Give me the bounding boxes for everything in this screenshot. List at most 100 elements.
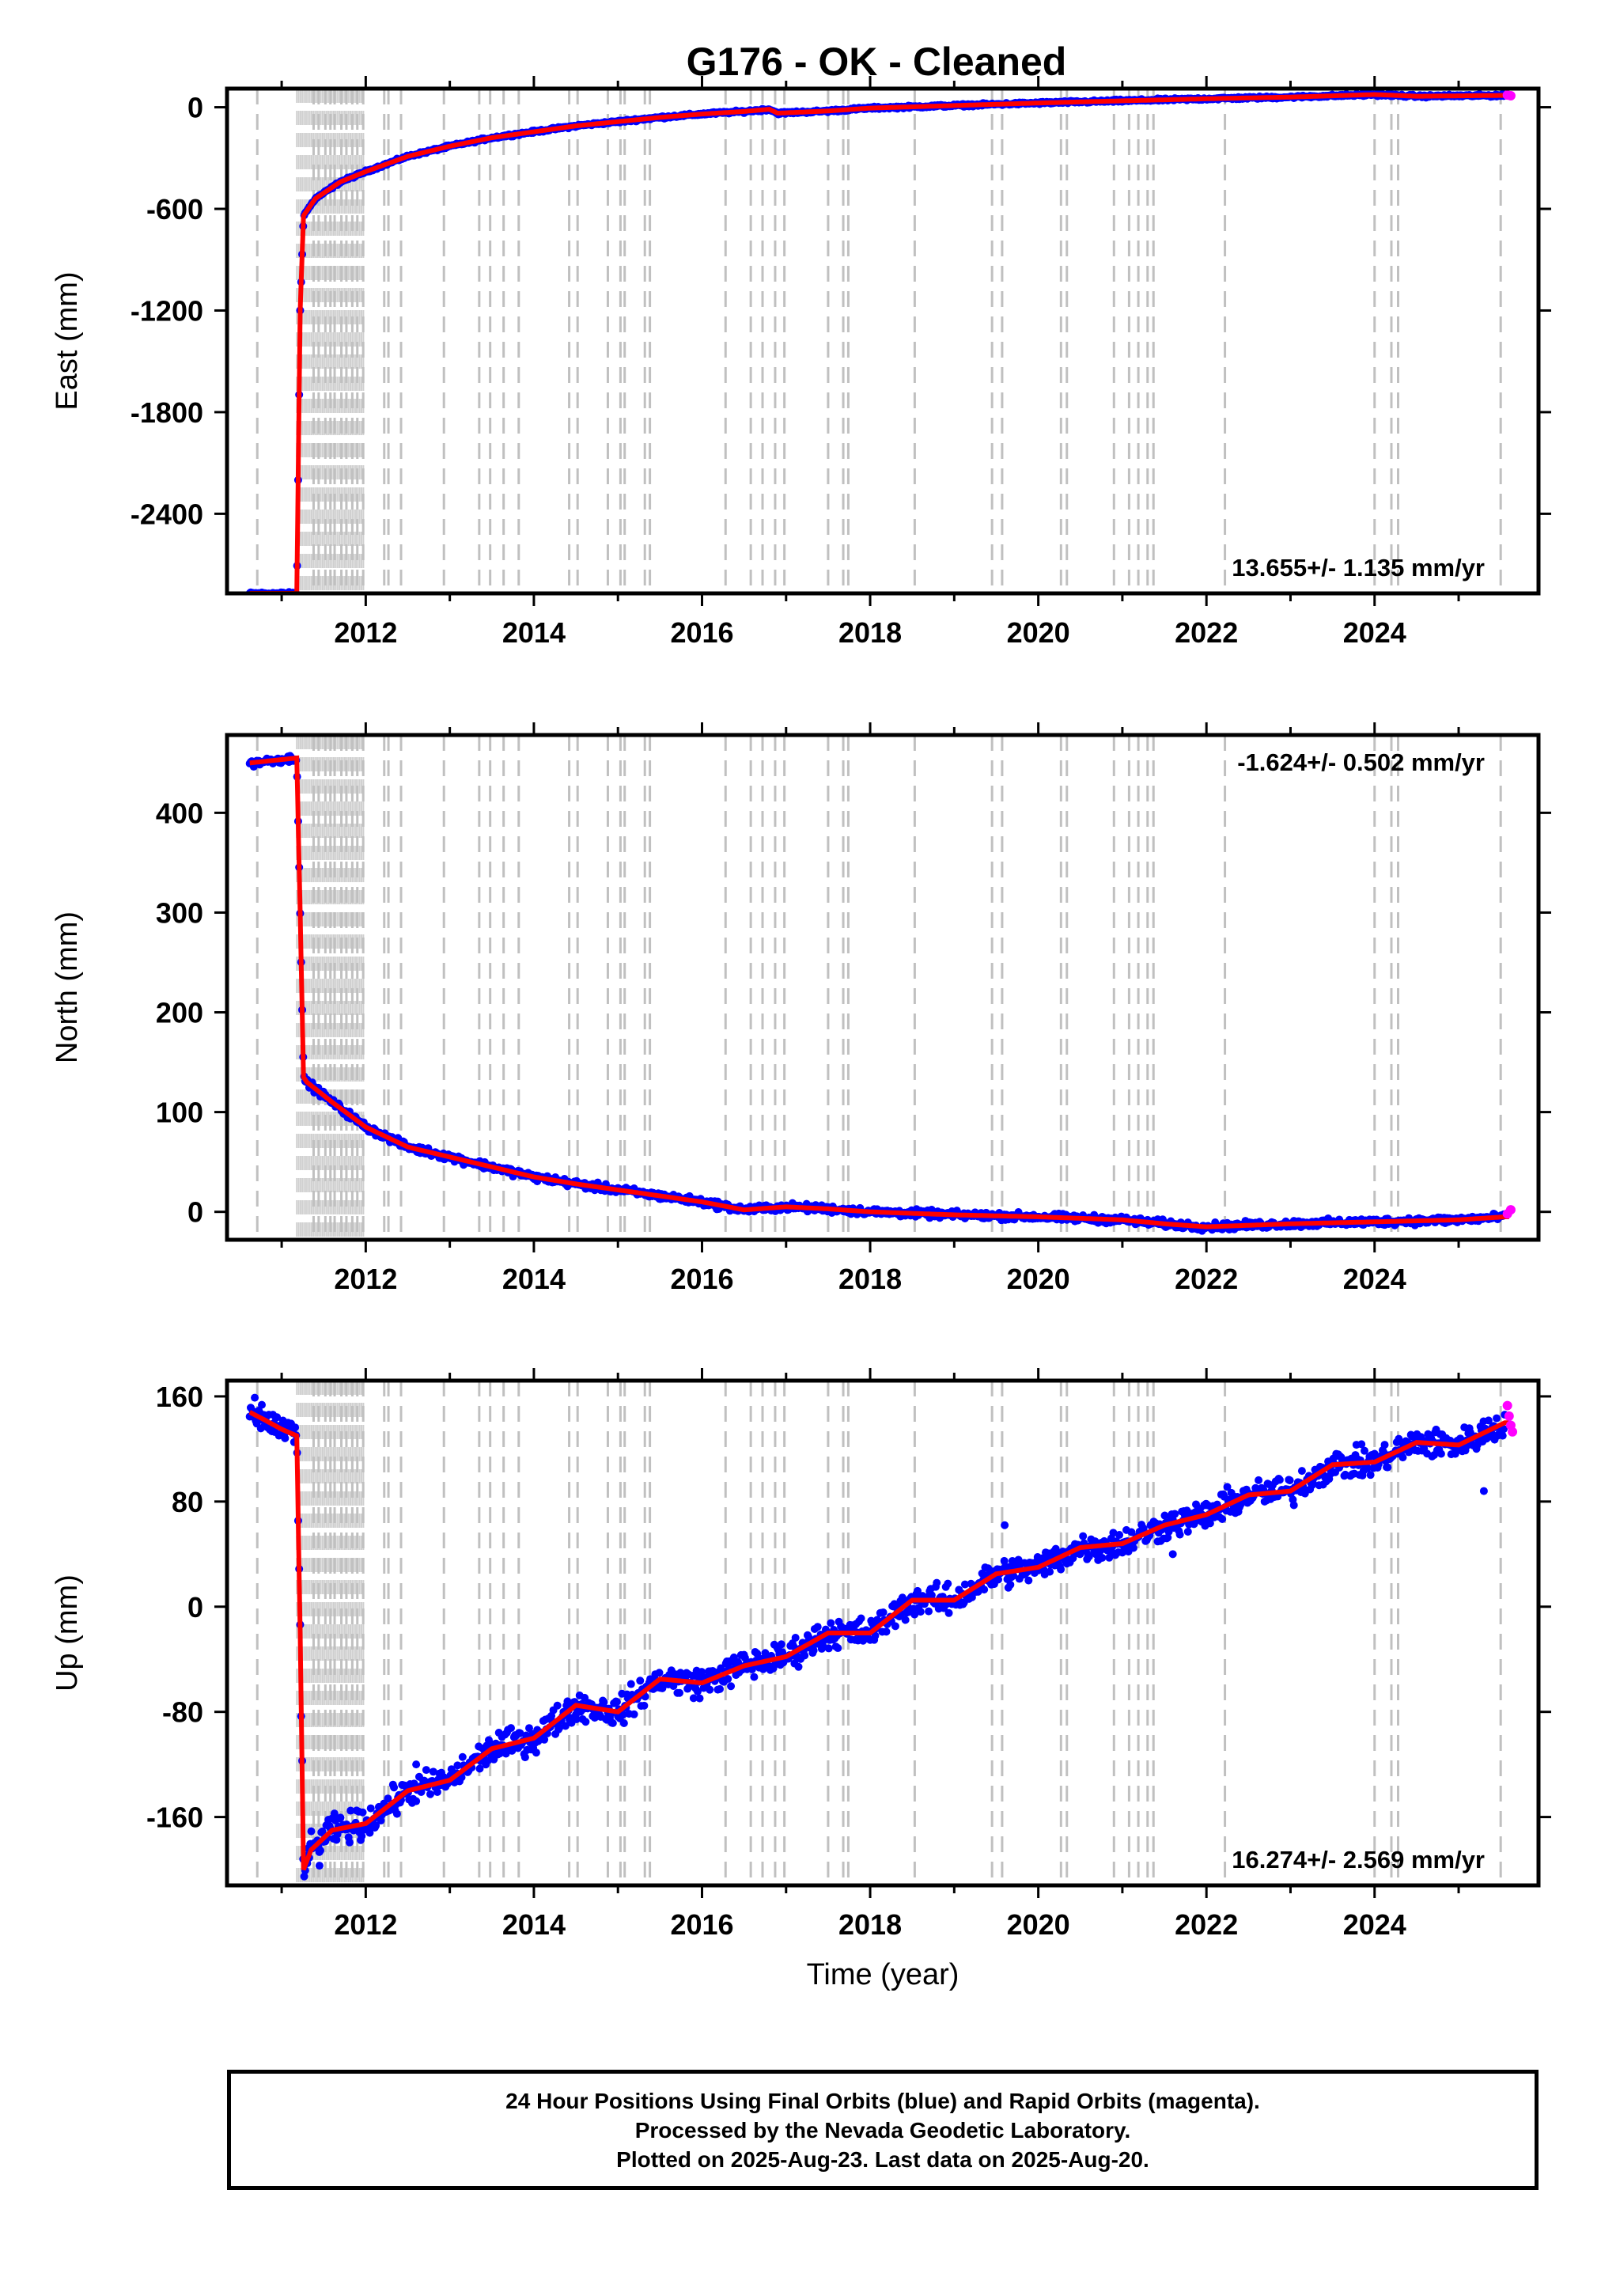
final-point: [791, 1633, 800, 1642]
final-point: [1175, 1530, 1184, 1539]
plot-area-up: [245, 1381, 1518, 1885]
final-point: [1383, 1463, 1392, 1472]
final-point: [1168, 1550, 1177, 1559]
y-tick-label: 80: [172, 1486, 203, 1518]
final-point: [910, 1610, 919, 1619]
final-point: [871, 1631, 880, 1640]
final-point: [429, 1767, 437, 1776]
final-point: [524, 1724, 533, 1733]
final-point: [1218, 1514, 1227, 1523]
final-point: [532, 1749, 540, 1757]
final-point: [1366, 1471, 1375, 1480]
rate-label: -1.624+/- 0.502 mm/yr: [1237, 748, 1485, 776]
final-point: [1183, 1527, 1192, 1536]
final-point: [555, 1723, 564, 1732]
y-tick-label: 0: [187, 92, 203, 124]
rapid-point: [1502, 1400, 1512, 1411]
rapid-point: [1504, 1411, 1514, 1421]
final-point: [1297, 1467, 1306, 1476]
final-point: [761, 1649, 770, 1658]
final-point: [330, 1809, 339, 1818]
final-point: [358, 1832, 366, 1840]
x-tick-label: 2022: [1175, 1263, 1238, 1295]
final-point: [1001, 1521, 1009, 1529]
final-point: [944, 1579, 952, 1588]
x-tick-label: 2014: [502, 616, 566, 649]
footer-line-2: Processed by the Nevada Geodetic Laborat…: [634, 2118, 1131, 2143]
x-tick-label: 2014: [502, 1908, 566, 1941]
model-line: [249, 755, 1509, 1229]
final-point: [553, 1701, 562, 1710]
final-point: [916, 1608, 925, 1616]
x-tick-label: 2020: [1007, 1263, 1070, 1295]
final-point: [813, 1623, 822, 1631]
final-point: [258, 1400, 267, 1409]
final-point: [689, 1694, 698, 1703]
final-point: [507, 1724, 516, 1733]
final-point: [944, 1608, 953, 1617]
rapid-point: [1505, 1205, 1516, 1215]
final-point: [619, 1711, 627, 1719]
model-line: [249, 92, 1509, 593]
final-point: [1079, 1532, 1088, 1540]
final-point: [980, 1586, 989, 1594]
panel-north: 2012 2014 2016 2018 2020 2022 2024 0 100 200 300 40…: [51, 722, 1551, 1295]
final-point: [1098, 1553, 1107, 1562]
final-point: [608, 1718, 617, 1727]
final-point: [695, 1694, 704, 1703]
x-tick-label: 2020: [1007, 1908, 1070, 1941]
final-point: [1000, 1556, 1009, 1565]
x-tick-label: 2024: [1343, 1908, 1406, 1941]
final-point: [740, 1654, 749, 1662]
y-tick-label: -2400: [131, 498, 203, 530]
x-tick-label: 2012: [334, 1263, 397, 1295]
rate-label: 16.274+/- 2.569 mm/yr: [1232, 1846, 1485, 1874]
final-point: [1024, 1576, 1033, 1585]
plot-area-east: [245, 89, 1516, 593]
final-point: [857, 1614, 865, 1623]
final-point: [366, 1804, 375, 1813]
panel-up: 2012 2014 2016 2018 2020 2022 2024 -160 -80 0 80 16…: [51, 1368, 1551, 1991]
final-point: [809, 1646, 818, 1654]
final-point: [365, 1828, 374, 1837]
rapid-point: [1505, 90, 1516, 100]
final-point: [716, 1684, 725, 1693]
final-point: [1399, 1453, 1407, 1462]
footer-box: 24 Hour Positions Using Final Orbits (bl…: [227, 2070, 1539, 2190]
final-point: [630, 1710, 638, 1718]
final-point: [1275, 1476, 1284, 1484]
x-tick-label: 2018: [838, 616, 902, 649]
final-point: [1057, 1565, 1065, 1574]
panel-east: 2012 2014 2016 2018 2020 2022 2024 -2400 -1800 -1…: [51, 76, 1551, 649]
y-tick-label: -1200: [131, 294, 203, 327]
plot-frame: [225, 733, 1541, 1242]
final-point: [572, 1711, 581, 1719]
final-point: [316, 1846, 324, 1855]
y-tick-label: 0: [187, 1591, 203, 1623]
final-point: [561, 1722, 570, 1730]
final-point: [372, 1821, 380, 1830]
x-tick-label: 2024: [1343, 1263, 1406, 1295]
final-point: [777, 1640, 785, 1649]
final-point: [422, 1766, 430, 1775]
x-tick-label: 2016: [670, 1263, 733, 1295]
final-point: [453, 1761, 462, 1770]
x-tick-label: 2020: [1007, 616, 1070, 649]
y-tick-label: 400: [156, 797, 203, 829]
final-point: [914, 1586, 922, 1595]
x-axis-label: Time (year): [807, 1958, 959, 1991]
final-point: [346, 1806, 355, 1815]
final-point: [358, 1808, 367, 1817]
plot-frame: [225, 86, 1541, 596]
final-point: [1129, 1544, 1137, 1552]
final-point: [693, 1687, 702, 1695]
y-tick-label: -600: [146, 193, 203, 225]
final-point: [251, 1393, 259, 1402]
final-point: [291, 1423, 300, 1432]
y-tick-label: 100: [156, 1097, 203, 1129]
final-point: [925, 1607, 933, 1616]
footer-line-3: Plotted on 2025-Aug-23. Last data on 202…: [616, 2147, 1149, 2172]
y-tick-label: 300: [156, 896, 203, 929]
final-point: [336, 1813, 345, 1822]
plot-area-north: [245, 735, 1516, 1240]
